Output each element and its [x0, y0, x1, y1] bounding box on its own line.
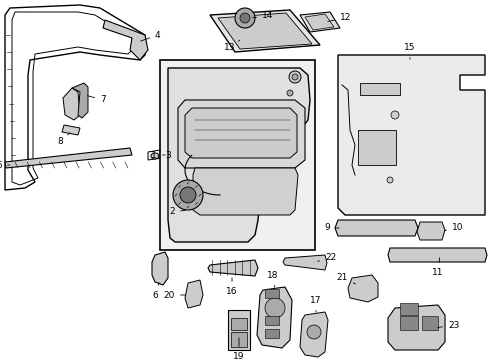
- Polygon shape: [103, 20, 148, 60]
- Text: 8: 8: [57, 133, 70, 147]
- Text: 18: 18: [267, 271, 278, 287]
- Polygon shape: [347, 275, 377, 302]
- Text: 19: 19: [233, 338, 244, 360]
- Polygon shape: [283, 255, 326, 270]
- Text: 9: 9: [324, 224, 339, 233]
- Bar: [264, 316, 279, 325]
- Polygon shape: [148, 150, 162, 160]
- Bar: [421, 316, 437, 330]
- Circle shape: [390, 111, 398, 119]
- Polygon shape: [207, 260, 258, 276]
- Bar: [230, 332, 246, 347]
- Text: 23: 23: [437, 320, 458, 329]
- Circle shape: [306, 325, 320, 339]
- Polygon shape: [337, 55, 484, 215]
- Bar: [227, 310, 249, 350]
- Bar: [357, 130, 395, 165]
- Polygon shape: [305, 14, 333, 30]
- Text: 10: 10: [444, 224, 463, 233]
- Polygon shape: [387, 248, 486, 262]
- Polygon shape: [387, 305, 444, 350]
- Polygon shape: [334, 220, 417, 236]
- Polygon shape: [209, 10, 319, 52]
- Text: 16: 16: [226, 278, 237, 296]
- Polygon shape: [184, 108, 296, 158]
- Text: 22: 22: [317, 253, 336, 262]
- Polygon shape: [299, 312, 327, 357]
- Polygon shape: [168, 68, 309, 242]
- Text: 4: 4: [141, 31, 160, 41]
- Circle shape: [264, 298, 285, 318]
- Text: 5: 5: [0, 161, 10, 170]
- Polygon shape: [5, 148, 132, 168]
- Text: 2: 2: [169, 207, 185, 216]
- Text: 7: 7: [87, 95, 105, 104]
- Circle shape: [291, 74, 297, 80]
- Text: 14: 14: [252, 12, 273, 21]
- Text: 1: 1: [151, 150, 165, 159]
- Text: 3: 3: [158, 150, 170, 159]
- Circle shape: [288, 71, 301, 83]
- Circle shape: [173, 180, 203, 210]
- Polygon shape: [184, 280, 203, 308]
- Text: 6: 6: [152, 283, 159, 300]
- Circle shape: [286, 90, 292, 96]
- Circle shape: [180, 187, 196, 203]
- Text: 11: 11: [431, 258, 443, 277]
- Circle shape: [240, 13, 249, 23]
- Bar: [359, 83, 399, 95]
- Polygon shape: [218, 13, 311, 49]
- Bar: [399, 316, 417, 330]
- Bar: [230, 318, 246, 330]
- Bar: [264, 329, 279, 338]
- Text: 15: 15: [404, 43, 415, 59]
- Polygon shape: [152, 252, 168, 285]
- Ellipse shape: [151, 153, 159, 159]
- Polygon shape: [416, 222, 444, 240]
- Text: 17: 17: [309, 296, 321, 312]
- Text: 20: 20: [163, 291, 185, 300]
- Polygon shape: [63, 88, 80, 120]
- Polygon shape: [257, 287, 291, 348]
- Polygon shape: [193, 168, 297, 215]
- Text: 21: 21: [336, 274, 355, 284]
- Bar: [399, 303, 417, 315]
- Circle shape: [386, 177, 392, 183]
- Polygon shape: [72, 83, 88, 118]
- Bar: [264, 289, 279, 298]
- Polygon shape: [62, 125, 80, 135]
- Text: 12: 12: [327, 13, 351, 22]
- Bar: [160, 60, 314, 250]
- Polygon shape: [178, 100, 305, 168]
- Polygon shape: [299, 12, 339, 32]
- Text: 13: 13: [224, 40, 240, 52]
- Circle shape: [235, 8, 254, 28]
